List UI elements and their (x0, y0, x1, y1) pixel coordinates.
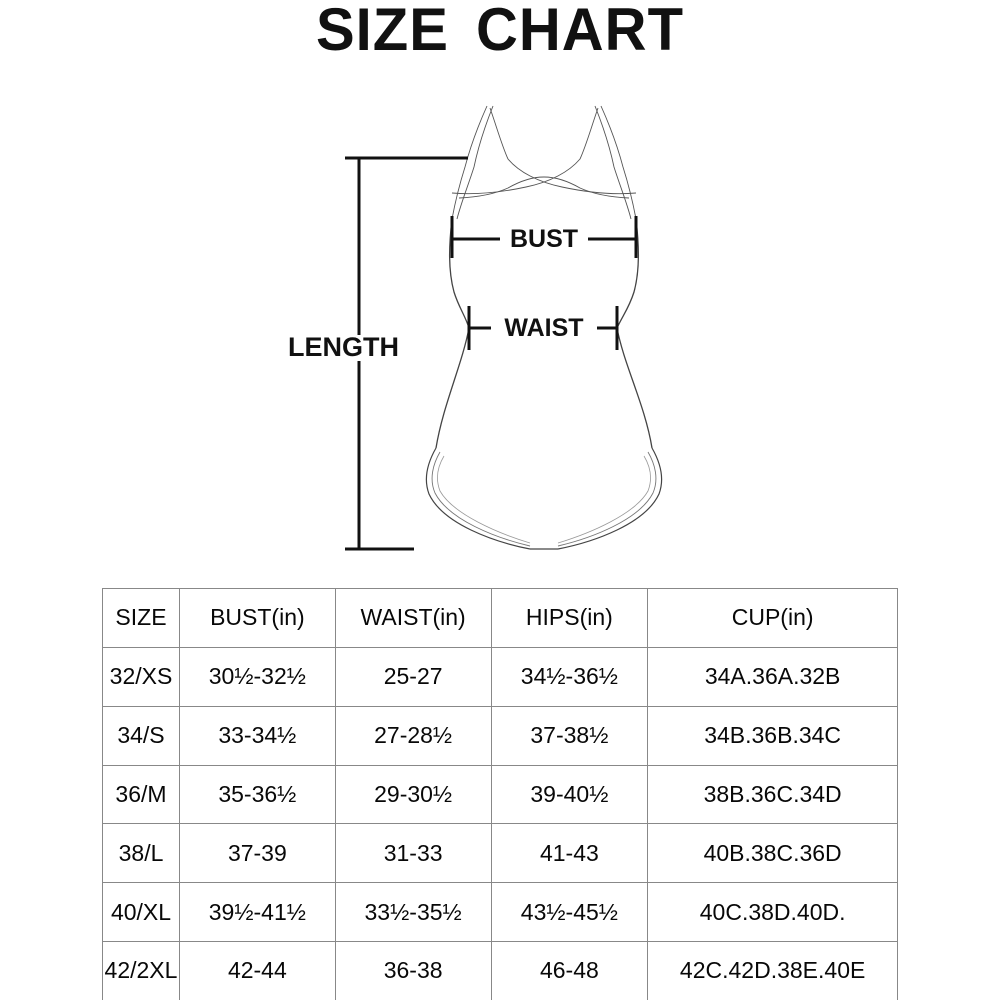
svg-text:BUST: BUST (510, 225, 578, 253)
svg-text:LENGTH: LENGTH (288, 332, 399, 362)
svg-text:WAIST: WAIST (504, 314, 583, 342)
